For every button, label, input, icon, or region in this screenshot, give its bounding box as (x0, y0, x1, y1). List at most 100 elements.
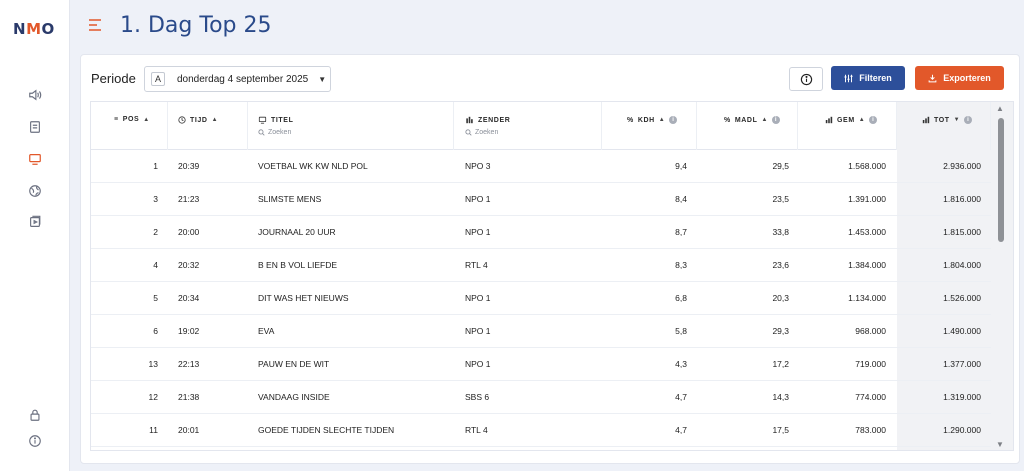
info-icon[interactable]: i (772, 116, 780, 124)
caret-down-icon: ▼ (318, 74, 327, 84)
cell-tijd: 21:23 (178, 194, 200, 204)
scroll-down-icon[interactable]: ▼ (996, 440, 1004, 449)
export-button[interactable]: Exporteren (915, 66, 1004, 90)
cell-pos: 11 (149, 425, 158, 435)
col-pos[interactable]: ≡ POS ▲ (91, 102, 168, 150)
col-kdh-label: KDH (637, 116, 655, 124)
scroll-up-icon[interactable]: ▲ (996, 104, 1004, 113)
cell-gem: 1.453.000 (848, 227, 886, 237)
cell-pos: 3 (153, 194, 158, 204)
cell-zender: RTL 4 (465, 260, 488, 270)
globe-icon[interactable] (27, 183, 43, 199)
cell-pos: 12 (148, 392, 158, 402)
sort-up-icon[interactable]: ▲ (658, 117, 666, 123)
tot-column-highlight (897, 102, 991, 450)
cell-madl: 20,3 (772, 293, 789, 303)
info-icon[interactable]: i (964, 116, 973, 124)
search-icon (258, 129, 265, 136)
zender-search[interactable]: Zoeken (465, 129, 498, 136)
cell-tijd: 20:32 (178, 260, 200, 270)
info-icon[interactable]: i (669, 116, 678, 124)
cell-zender: NPO 1 (465, 194, 491, 204)
table-row[interactable]: 13 22:13 PAUW EN DE WIT NPO 1 4,3 17,2 719.000… (91, 348, 991, 381)
table-row[interactable]: 6 19:02 EVA NPO 1 5,8 29,3 968.000 1.490.000 (91, 315, 991, 348)
col-zender[interactable]: ZENDER Zoeken (454, 102, 602, 150)
date-select[interactable]: A donderdag 4 september 2025 ▼ (144, 66, 331, 92)
speaker-icon[interactable] (27, 87, 43, 103)
col-madl-label: MADL (734, 116, 758, 124)
info-button[interactable] (789, 67, 823, 91)
titel-search[interactable]: Zoeken (258, 129, 291, 136)
table-row[interactable]: 12 21:38 VANDAAG INSIDE SBS 6 4,7 14,3 774.000… (91, 381, 991, 414)
cell-gem: 1.384.000 (848, 260, 886, 270)
col-titel[interactable]: TITEL Zoeken (248, 102, 454, 150)
cell-madl: 29,3 (772, 326, 789, 336)
cell-gem: 719.000 (855, 359, 886, 369)
cell-titel: B EN B VOL LIEFDE (258, 260, 338, 270)
percent-icon: % (627, 116, 634, 124)
col-tijd[interactable]: TIJD ▲ (168, 102, 248, 150)
export-label: Exporteren (943, 73, 991, 83)
tv-icon[interactable] (27, 151, 43, 167)
cell-gem: 968.000 (855, 326, 886, 336)
cell-tot: 1.290.000 (943, 425, 981, 435)
cell-zender: SBS 6 (465, 392, 490, 402)
cell-titel: GOEDE TIJDEN SLECHTE TIJDEN (258, 425, 395, 435)
periode-label: Periode (91, 71, 136, 86)
cell-kdh: 4,7 (675, 425, 687, 435)
clock-icon (178, 116, 186, 124)
cell-titel: DIT WAS HET NIEUWS (258, 293, 349, 303)
cell-kdh: 8,7 (675, 227, 687, 237)
cell-titel: SLIMSTE MENS (258, 194, 322, 204)
col-kdh[interactable]: % KDH ▲ i (602, 102, 697, 150)
cell-kdh: 4,7 (675, 392, 687, 402)
col-gem[interactable]: GEM ▲ i (798, 102, 897, 150)
cell-pos: 1 (153, 161, 158, 171)
cell-gem: 774.000 (855, 392, 886, 402)
col-titel-label: TITEL (271, 116, 294, 124)
info-icon[interactable] (27, 433, 43, 449)
sort-up-icon[interactable]: ▲ (761, 117, 768, 123)
cell-gem: 1.568.000 (848, 161, 886, 171)
cell-titel: VOETBAL WK KW NLD POL (258, 161, 368, 171)
cell-gem: 1.391.000 (848, 194, 886, 204)
cell-kdh: 8,4 (675, 194, 687, 204)
cell-tijd: 20:39 (178, 161, 200, 171)
info-icon[interactable]: i (869, 116, 878, 124)
cell-tot: 1.526.000 (943, 293, 981, 303)
scrollbar[interactable]: ▲ ▼ (991, 102, 1013, 450)
sort-up-icon[interactable]: ▲ (211, 117, 219, 123)
cell-tot: 1.804.000 (943, 260, 981, 270)
sort-up-icon[interactable]: ▲ (858, 117, 866, 123)
cell-madl: 29,5 (772, 161, 789, 171)
filter-button[interactable]: Filteren (831, 66, 905, 90)
cell-kdh: 5,8 (675, 326, 687, 336)
sort-up-icon[interactable]: ▲ (143, 116, 150, 123)
document-icon[interactable] (27, 119, 43, 135)
col-tot[interactable]: TOT ▼ i (897, 102, 991, 150)
table-row[interactable]: 5 20:34 DIT WAS HET NIEUWS NPO 1 6,8 20,3 1.13… (91, 282, 991, 315)
lock-icon[interactable] (27, 407, 43, 423)
cell-titel: JOURNAAL 20 UUR (258, 227, 336, 237)
table-row[interactable]: 3 21:23 SLIMSTE MENS NPO 1 8,4 23,5 1.391.000 1… (91, 183, 991, 216)
building-icon (466, 116, 473, 124)
cell-titel: EVA (258, 326, 275, 336)
menu-icon[interactable] (88, 18, 102, 32)
logo[interactable]: NMO (13, 20, 55, 38)
cell-tot: 1.377.000 (943, 359, 981, 369)
scroll-thumb[interactable] (998, 118, 1004, 242)
col-tot-label: TOT (934, 116, 950, 124)
table-row[interactable]: 11 20:01 GOEDE TIJDEN SLECHTE TIJDEN RTL 4 4… (91, 414, 991, 447)
col-madl[interactable]: % MADL ▲ i (697, 102, 798, 150)
sidebar: NMO (0, 0, 70, 471)
sort-down-icon[interactable]: ▼ (953, 117, 961, 123)
cell-tot: 2.936.000 (943, 161, 981, 171)
cell-zender: NPO 1 (465, 293, 491, 303)
table-row[interactable]: 2 20:00 JOURNAAL 20 UUR NPO 1 8,7 33,8 1.453.0… (91, 216, 991, 249)
cell-tijd: 19:02 (178, 326, 200, 336)
table-row[interactable]: 4 20:32 B EN B VOL LIEFDE RTL 4 8,3 23,6 1.384… (91, 249, 991, 282)
table-row[interactable]: 1 20:39 VOETBAL WK KW NLD POL NPO 3 9,4 29,5 1… (91, 150, 991, 183)
date-value: donderdag 4 september 2025 (177, 73, 309, 85)
cell-zender: RTL 4 (465, 425, 488, 435)
media-icon[interactable] (27, 214, 43, 230)
